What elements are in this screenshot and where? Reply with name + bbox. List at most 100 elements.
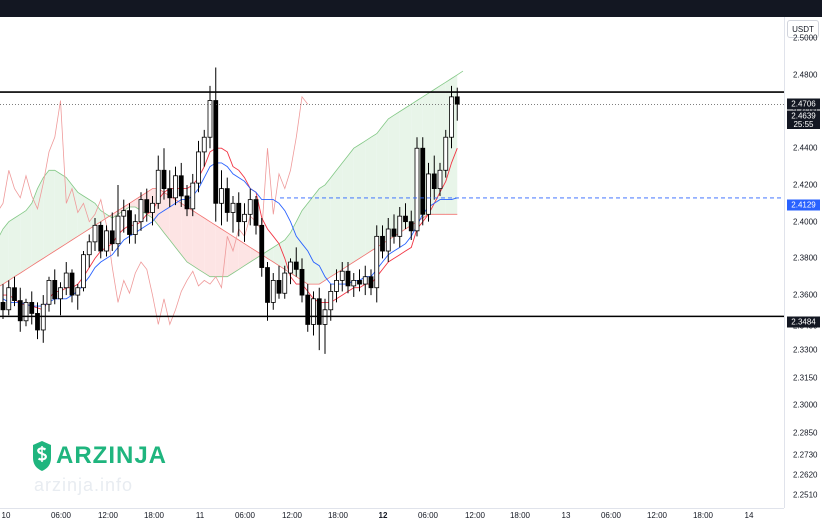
ichimoku-cloud-segment xyxy=(313,188,320,285)
watermark-logo: ARZINJA xyxy=(32,440,167,472)
candle-body xyxy=(69,272,75,296)
ichimoku-cloud-segment xyxy=(43,170,49,259)
ichimoku-cloud-segment xyxy=(221,229,228,277)
candle-body xyxy=(52,279,58,300)
price-axis-label: 2.5000 xyxy=(793,33,818,43)
candle-body xyxy=(127,210,132,235)
ichimoku-cloud-segment xyxy=(267,247,274,263)
candle-body xyxy=(311,298,316,325)
time-axis[interactable] xyxy=(0,508,784,523)
ichimoku-cloud-segment xyxy=(279,240,285,270)
candle-body xyxy=(6,287,12,311)
ichimoku-cloud-segment xyxy=(342,155,348,270)
ichimoku-cloud-segment xyxy=(302,203,308,285)
resistance-price-tag: 2.4706 xyxy=(787,98,820,110)
candle-body xyxy=(29,302,35,314)
price-axis-label: 2.4800 xyxy=(793,70,818,80)
bar-countdown: 25:55 xyxy=(787,120,820,129)
time-axis-label: 06:00 xyxy=(600,511,622,520)
candle-body xyxy=(58,287,63,300)
candle-body xyxy=(449,96,454,138)
time-axis-label: 11 xyxy=(195,511,205,520)
ichimoku-cloud-segment xyxy=(60,173,67,248)
candle-body xyxy=(380,235,385,252)
ichimoku-cloud-segment xyxy=(118,206,124,215)
ichimoku-cloud-segment xyxy=(37,177,44,263)
candle-body xyxy=(431,173,437,190)
time-axis-label: 10 xyxy=(1,511,11,520)
ichimoku-cloud-segment xyxy=(215,225,222,277)
candle-body xyxy=(420,147,426,215)
watermark-site: arzinja.info xyxy=(34,475,134,495)
ichimoku-cloud-segment xyxy=(365,137,371,255)
top-toolbar xyxy=(0,0,822,17)
candle-body xyxy=(109,230,115,245)
candle-body xyxy=(270,279,276,303)
ichimoku-cloud-segment xyxy=(66,177,72,244)
time-axis-label: 13 xyxy=(561,511,571,520)
ichimoku-cloud-segment xyxy=(451,74,458,215)
candle-body xyxy=(403,215,408,223)
ichimoku-cloud-segment xyxy=(14,214,21,277)
candle-body xyxy=(224,188,230,213)
ichimoku-cloud-segment xyxy=(273,243,279,266)
candle-body xyxy=(0,302,6,311)
ichimoku-cloud-segment xyxy=(227,232,233,277)
ichimoku-cloud-segment xyxy=(256,251,262,259)
ichimoku-cloud-segment xyxy=(169,195,176,248)
candle-body xyxy=(161,169,167,190)
ichimoku-cloud-segment xyxy=(353,144,360,263)
candle-body xyxy=(104,230,109,252)
ichimoku-cloud-segment xyxy=(371,133,377,252)
ichimoku-cloud-segment xyxy=(210,221,216,277)
time-axis-label: 06:00 xyxy=(50,511,72,520)
ichimoku-cloud-segment xyxy=(181,203,187,263)
time-axis-label: 18:00 xyxy=(327,511,349,520)
candle-body xyxy=(454,96,460,105)
ichimoku-cloud-segment xyxy=(394,111,400,237)
tenkan-sen-line xyxy=(3,147,458,311)
candle-body xyxy=(138,199,144,223)
ichimoku-cloud-segment xyxy=(112,210,118,218)
candle-body xyxy=(391,228,397,237)
ichimoku-cloud-segment xyxy=(49,170,55,255)
candle-body xyxy=(173,175,178,199)
time-axis-label: 06:00 xyxy=(417,511,439,520)
time-axis-label: 12:00 xyxy=(281,511,303,520)
ichimoku-cloud-segment xyxy=(307,195,314,285)
candle-body xyxy=(17,300,23,322)
price-chart[interactable] xyxy=(0,17,784,508)
candle-body xyxy=(219,188,224,204)
candle-body xyxy=(247,199,253,215)
candle-body xyxy=(184,195,190,210)
candle-body xyxy=(236,202,242,223)
ichimoku-cloud-segment xyxy=(8,217,15,281)
candle-body xyxy=(121,210,127,217)
ichimoku-cloud-segment xyxy=(3,221,9,285)
quote-unit-button[interactable]: USDT xyxy=(787,20,819,38)
ichimoku-cloud-segment xyxy=(77,192,84,237)
candle-body xyxy=(196,151,201,184)
ichimoku-cloud-segment xyxy=(72,184,78,241)
candle-body xyxy=(305,294,311,325)
time-axis-label: 18:00 xyxy=(509,511,531,520)
candle-body xyxy=(115,215,121,245)
ichimoku-cloud-segment xyxy=(198,214,205,274)
price-axis-label: 2.3000 xyxy=(793,400,818,410)
ichimoku-cloud-segment xyxy=(54,170,61,252)
ichimoku-cloud-segment xyxy=(348,148,354,266)
arzinja-logo-icon xyxy=(33,441,51,471)
time-axis-label: 06:00 xyxy=(234,511,256,520)
candle-body xyxy=(144,199,150,213)
ichimoku-cloud-segment xyxy=(330,170,337,277)
ichimoku-cloud-segment xyxy=(187,206,193,266)
candle-body xyxy=(23,302,29,322)
candle-body xyxy=(35,313,40,331)
candle-body xyxy=(201,136,207,153)
price-axis-label: 2.3150 xyxy=(793,373,818,383)
price-axis-label: 2.2510 xyxy=(793,490,818,500)
candle-body xyxy=(86,241,92,256)
candle-body xyxy=(426,173,431,215)
candle-body xyxy=(414,147,420,232)
ichimoku-cloud-segment xyxy=(261,251,268,259)
